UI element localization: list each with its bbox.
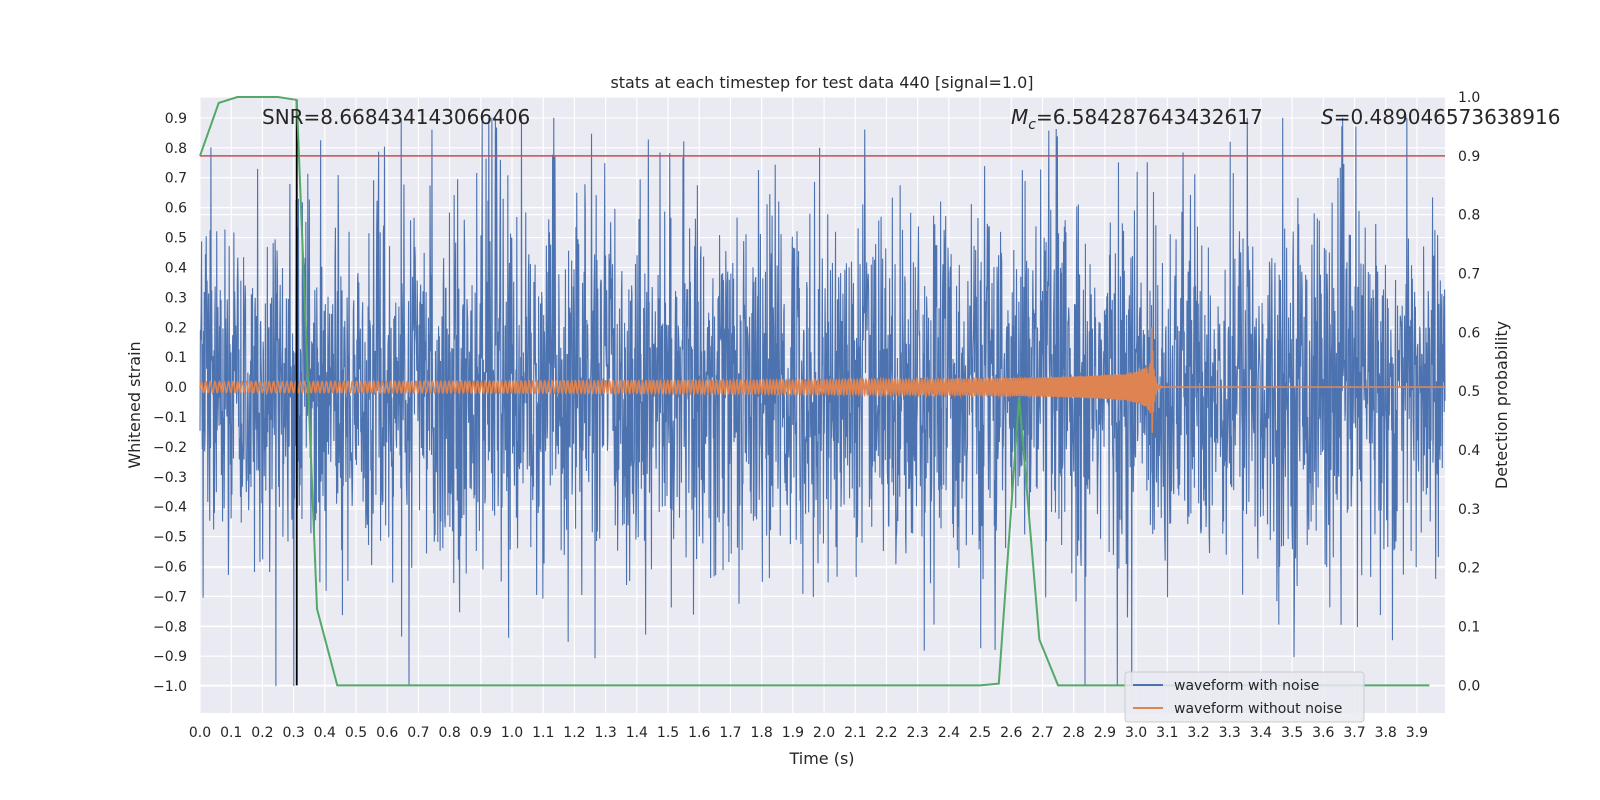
y-tick-label-left: 0.7: [165, 171, 187, 187]
x-tick-label: 3.6: [1312, 725, 1334, 741]
y-tick-label-left: 0.5: [165, 231, 187, 247]
x-tick-label: 2.1: [844, 725, 866, 741]
y-tick-label-left: 0.4: [165, 260, 187, 276]
series-waveform-with-noise: [199, 117, 1446, 687]
x-tick-label: 0.5: [345, 725, 367, 741]
snr-annotation: SNR=8.668434143066406: [262, 105, 530, 129]
y-tick-label-left: 0.0: [165, 380, 187, 396]
y-tick-label-right: 0.4: [1458, 443, 1480, 459]
x-tick-label: 1.0: [501, 725, 523, 741]
y-tick-label-right: 0.1: [1458, 620, 1480, 636]
x-tick-label: 2.6: [1000, 725, 1022, 741]
x-tick-label: 3.4: [1250, 725, 1272, 741]
y-tick-label-right: 0.0: [1458, 678, 1480, 694]
y-tick-label-right: 0.5: [1458, 384, 1480, 400]
legend-label-noisy: waveform with noise: [1174, 678, 1319, 694]
x-axis-label: Time (s): [788, 749, 854, 768]
x-tick-label: 1.4: [626, 725, 648, 741]
y-tick-label-left: −0.3: [153, 470, 187, 486]
x-tick-label: 1.3: [595, 725, 617, 741]
x-tick-label: 2.3: [907, 725, 929, 741]
y-tick-label-left: 0.6: [165, 201, 187, 217]
x-tick-label: 0.9: [470, 725, 492, 741]
x-tick-label: 0.0: [189, 725, 211, 741]
series-detection-probability: [199, 96, 1430, 687]
x-tick-label: 0.6: [376, 725, 398, 741]
x-tick-label: 0.8: [438, 725, 460, 741]
y-tick-label-left: 0.1: [165, 350, 187, 366]
y-tick-label-left: −0.6: [153, 559, 187, 575]
y-tick-label-right: 0.2: [1458, 561, 1480, 577]
y-tick-label-right: 0.6: [1458, 325, 1480, 341]
x-tick-label: 1.8: [751, 725, 773, 741]
y-axis-label-right: Detection probability: [1492, 321, 1511, 489]
y-tick-label-right: 0.8: [1458, 208, 1480, 224]
y-tick-label-left: −0.7: [153, 589, 187, 605]
noisy-waveform-line: [199, 117, 1446, 687]
y-tick-label-right: 0.3: [1458, 502, 1480, 518]
x-tick-label: 3.3: [1219, 725, 1241, 741]
y-tick-label-left: −0.8: [153, 619, 187, 635]
y-tick-label-right: 0.9: [1458, 149, 1480, 165]
x-tick-label: 1.6: [688, 725, 710, 741]
y-tick-label-left: −0.9: [153, 649, 187, 665]
y-tick-label-left: −0.2: [153, 440, 187, 456]
y-tick-label-right: 1.0: [1458, 90, 1480, 106]
x-tick-label: 3.8: [1375, 725, 1397, 741]
legend: waveform with noise waveform without noi…: [1124, 671, 1365, 723]
y-tick-label-left: 0.8: [165, 141, 187, 157]
x-tick-label: 2.9: [1094, 725, 1116, 741]
x-tick-label: 3.7: [1343, 725, 1365, 741]
x-tick-label: 3.5: [1281, 725, 1303, 741]
x-tick-label: 2.2: [875, 725, 897, 741]
x-tick-label: 0.4: [314, 725, 336, 741]
clean-waveform-line: [199, 327, 1445, 433]
y-tick-label-right: 0.7: [1458, 267, 1480, 283]
y-tick-label-left: −0.1: [153, 410, 187, 426]
x-tick-label: 3.0: [1125, 725, 1147, 741]
x-tick-label: 0.3: [282, 725, 304, 741]
x-tick-label: 3.1: [1156, 725, 1178, 741]
y-axis-label-left: Whitened strain: [125, 341, 144, 468]
ticks: 0.0 0.1 0.2 0.3 0.4 0.5 0.6 0.7 0.8 0.9 1.0 1.1 1.2 1…: [153, 90, 1480, 741]
x-tick-label: 2.4: [938, 725, 960, 741]
y-tick-label-left: −1.0: [153, 679, 187, 695]
x-tick-label: 1.9: [782, 725, 804, 741]
x-tick-label: 2.8: [1063, 725, 1085, 741]
s-annotation: S=0.489046573638916: [1321, 105, 1560, 129]
mc-subscript: c: [1028, 117, 1036, 133]
x-tick-label: 2.0: [813, 725, 835, 741]
x-tick-label: 0.1: [220, 725, 242, 741]
y-tick-label-left: 0.2: [165, 320, 187, 336]
y-tick-label-left: −0.4: [153, 500, 187, 516]
s-symbol: S: [1321, 105, 1334, 129]
y-tick-label-left: 0.3: [165, 290, 187, 306]
x-tick-label: 1.5: [657, 725, 679, 741]
x-tick-label: 3.2: [1187, 725, 1209, 741]
x-tick-label: 1.1: [532, 725, 554, 741]
detection-probability-line: [199, 96, 1430, 687]
legend-box: [1124, 671, 1365, 723]
mc-annotation: Mc=6.584287643432617: [1011, 105, 1263, 133]
y-tick-label-left: −0.5: [153, 530, 187, 546]
y-tick-label-left: 0.9: [165, 111, 187, 127]
x-tick-label: 1.7: [719, 725, 741, 741]
x-tick-label: 0.2: [251, 725, 273, 741]
legend-label-clean: waveform without noise: [1174, 701, 1342, 717]
x-tick-label: 0.7: [407, 725, 429, 741]
mc-value: =6.584287643432617: [1036, 105, 1263, 129]
x-tick-label: 1.2: [563, 725, 585, 741]
x-tick-label: 3.9: [1406, 725, 1428, 741]
x-tick-label: 2.7: [1031, 725, 1053, 741]
mc-symbol: M: [1011, 105, 1028, 129]
s-value: =0.489046573638916: [1334, 105, 1561, 129]
chart-title: stats at each timestep for test data 440…: [610, 73, 1033, 92]
x-tick-label: 2.5: [969, 725, 991, 741]
series-waveform-without-noise: [199, 327, 1445, 433]
